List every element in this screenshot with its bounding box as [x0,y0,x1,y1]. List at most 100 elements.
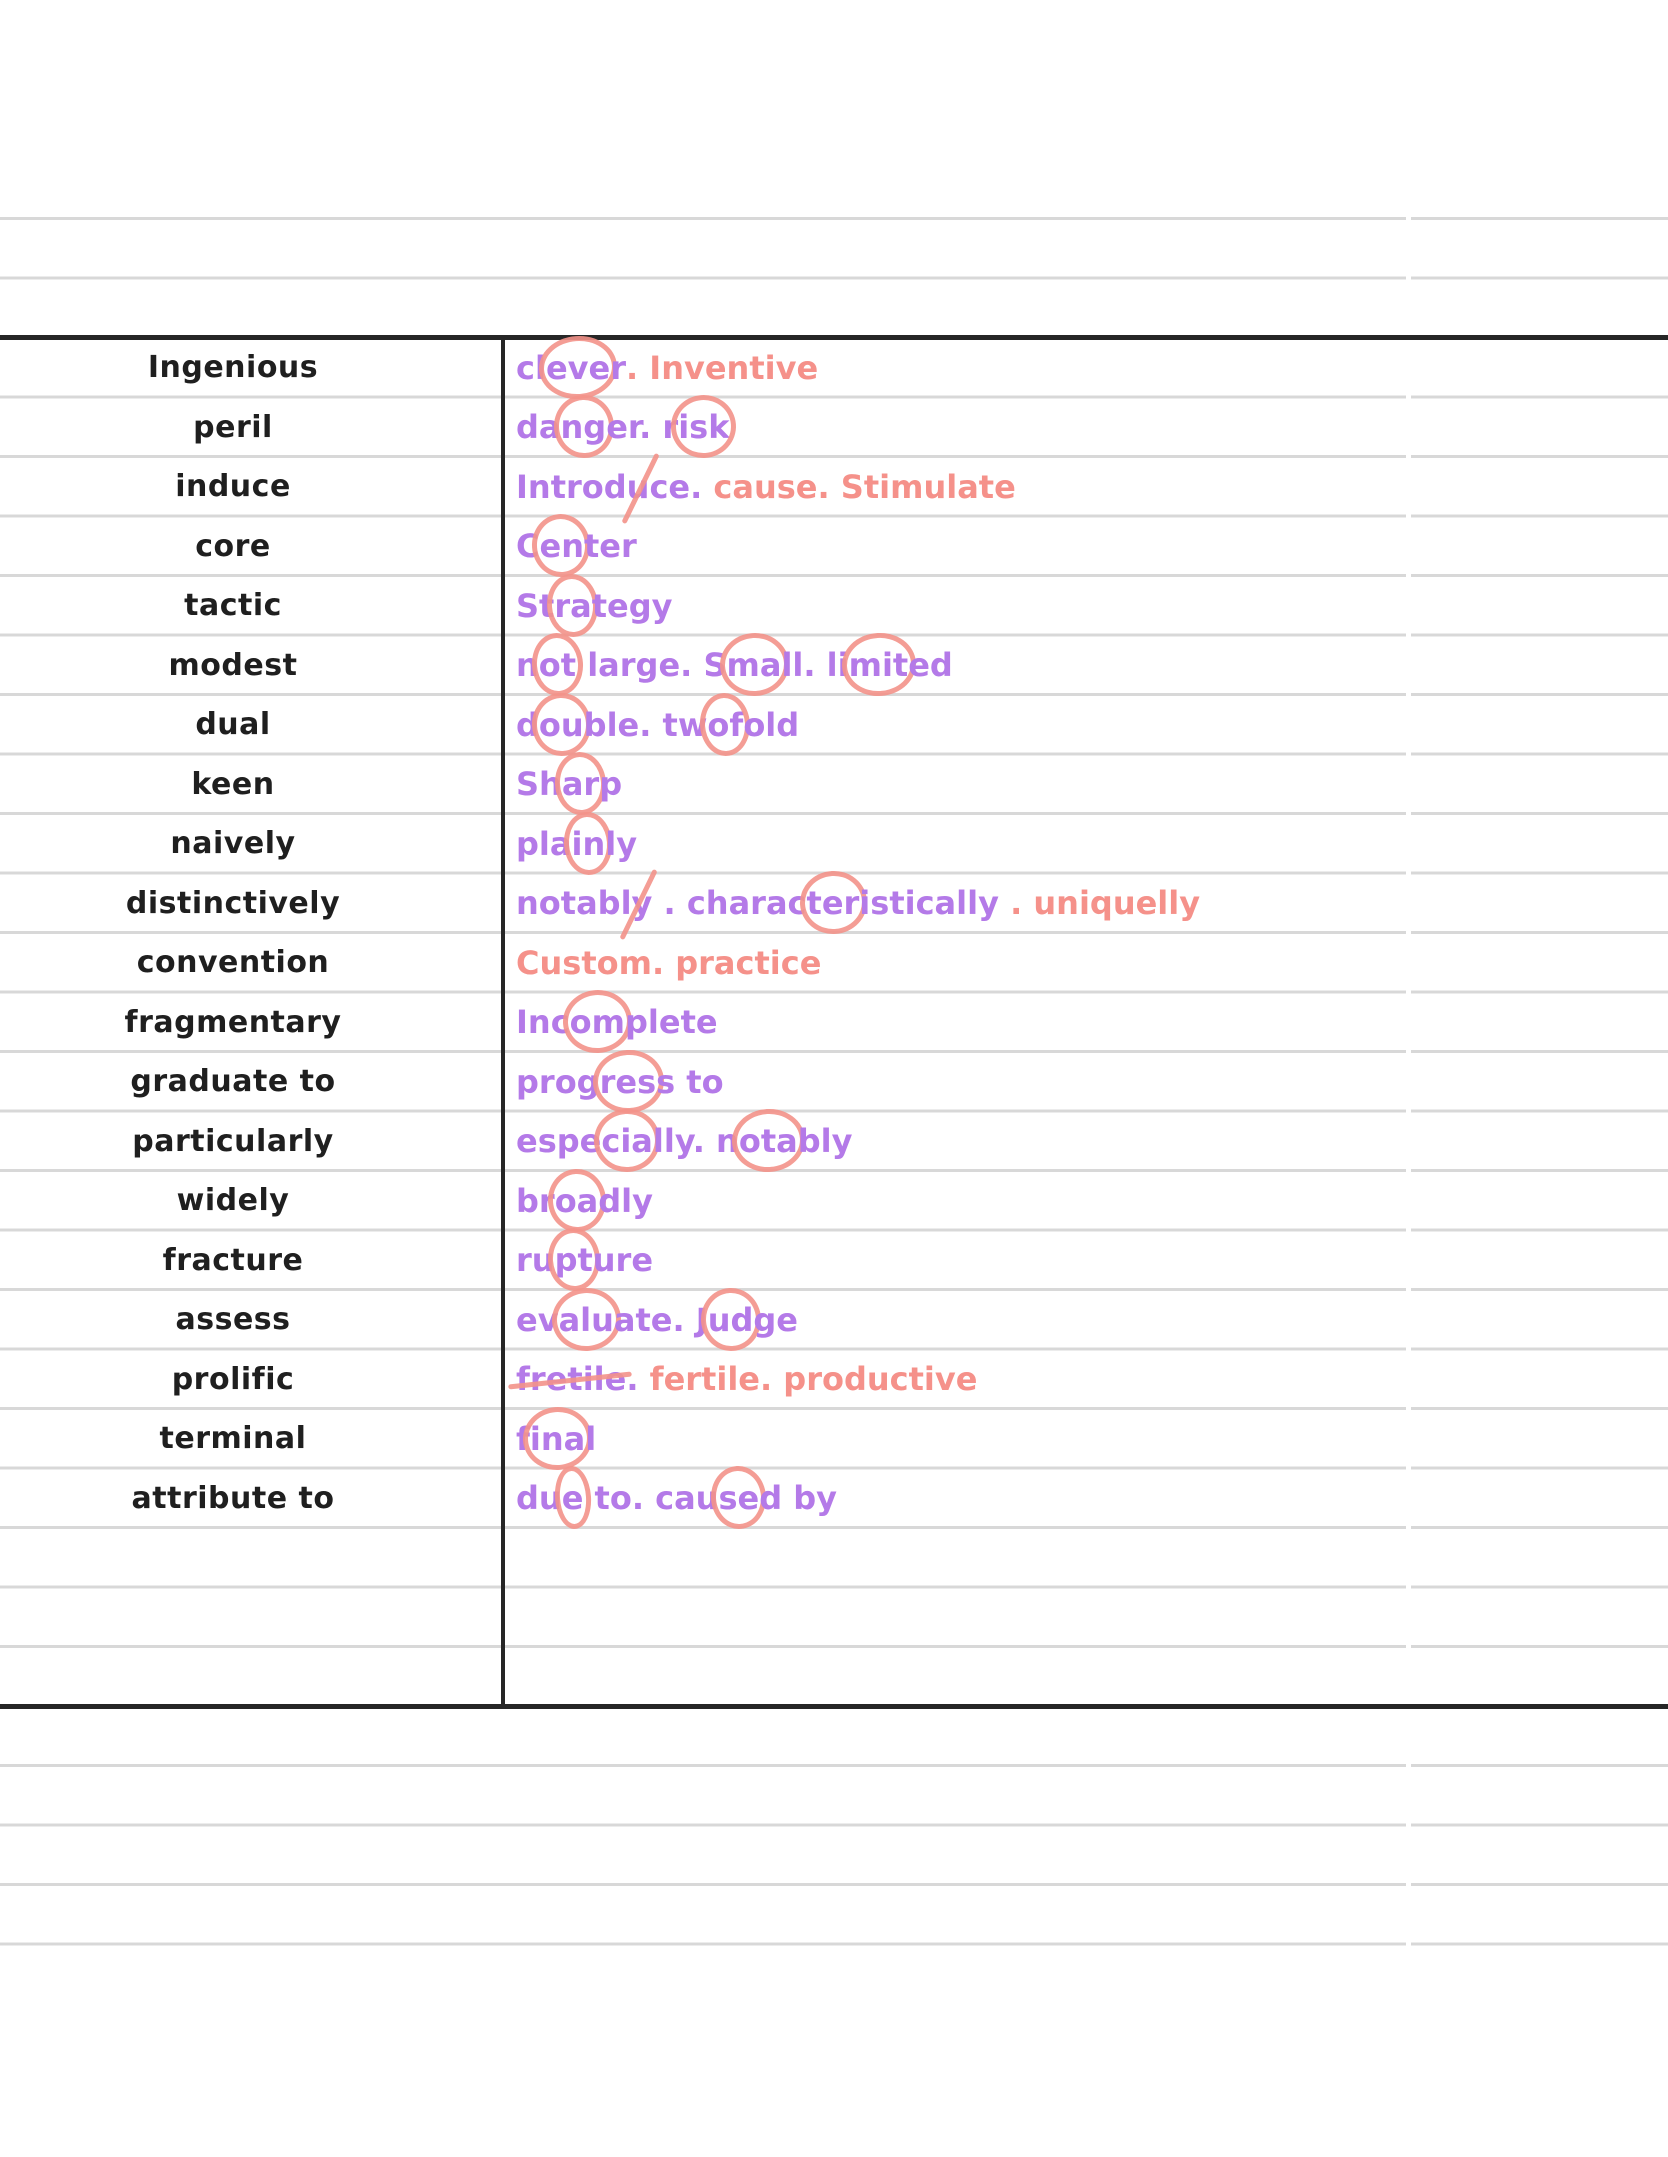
definition-segment: Inc [516,1003,570,1042]
definition-text: especially. notably [504,1122,1668,1160]
circle-annotation: ter [806,884,860,923]
circle-annotation: alu [558,1300,614,1339]
definition-segment: ev [516,1300,559,1339]
definition-text: broadly [504,1182,1668,1220]
vocab-row: fracture rupture [0,1231,1668,1291]
definition-segment: r [610,348,626,387]
definition-segment: espe [516,1122,602,1161]
definition-segment: br [516,1181,555,1220]
vocab-row: convention Custom. practice [0,933,1668,993]
page-seam [1406,217,1411,1948]
definition-text: evaluate. Judge [504,1301,1668,1339]
circle-annotation: ota [738,1122,798,1161]
definition-segment: istically [859,884,999,923]
vocab-word: peril [193,409,273,445]
vocab-row: widely broadly [0,1171,1668,1231]
definition-segment: to. cau [583,1479,719,1518]
definition-segment: ter [583,527,637,566]
vocab-word: terminal [159,1421,307,1457]
definition-text: fretile. fertile. productive [504,1360,1668,1398]
definition-segment: prog [516,1062,600,1101]
definition-text: double. twofold [504,706,1668,744]
vocab-word: attribute to [131,1480,335,1516]
table-column-divider [501,335,505,1709]
vocab-row: dual double. twofold [0,695,1668,755]
definition-segment: tegy [591,586,673,625]
circle-annotation: cia [601,1122,653,1161]
circle-annotation: ra [554,586,592,625]
definition-segment: old [743,705,800,744]
vocab-word: keen [191,766,275,802]
definition-segment: fertile. productive [649,1360,978,1399]
vocab-row: keen Sharp [0,755,1668,815]
vocab-word: naively [170,826,296,862]
vocab-row: Ingenious clever. Inventive [0,338,1668,398]
vocab-word: distinctively [125,885,341,921]
vocab-row: peril danger. risk [0,398,1668,458]
vocab-word: assess [175,1302,291,1338]
definition-segment: cl [516,348,546,387]
vocab-word: convention [136,945,330,981]
definition-segment: ll. li [781,646,849,685]
vocab-row: distinctively notably . characteristicall… [0,874,1668,934]
definition-text: plainly [504,825,1668,863]
vocab-row: assess evaluate. Judge [0,1290,1668,1350]
definition-segment: ce. [649,467,714,506]
definition-segment: ate. J [613,1300,708,1339]
definition-segment: er. r [606,408,679,447]
definition-text: notably . characteristically . uniquelly [504,884,1668,922]
circle-annotation: se [718,1479,760,1518]
circle-annotation: ou [538,705,584,744]
definition-segment: ge [753,1300,798,1339]
circle-annotation: of [707,705,744,744]
slash-annotation: u [626,467,650,506]
definition-text: progress to [504,1063,1668,1101]
definition-segment: plete [624,1003,718,1042]
definition-text: rupture [504,1241,1668,1279]
definition-segment: da [516,408,561,447]
vocab-word: prolific [171,1361,295,1397]
definition-text: Custom. practice [504,944,1668,982]
definition-text: clever. Inventive [504,349,1668,387]
vocab-row: tactic Strategy [0,576,1668,636]
definition-text: Center [504,527,1668,565]
vocab-word: induce [175,469,291,505]
vocab-row: modest not large. Small. limited [0,636,1668,696]
definition-segment: ure [592,1241,654,1280]
definition-segment: Sh [516,765,562,804]
definition-segment: n [516,646,539,685]
vocab-word: dual [195,707,271,743]
definition-segment: lly. n [652,1122,739,1161]
circle-annotation: ina [529,1419,586,1458]
definition-text: Strategy [504,587,1668,625]
definition-segment: p [599,765,623,804]
definition-segment: . [626,1360,650,1399]
definition-segment: ru [516,1241,555,1280]
definition-text: final [504,1420,1668,1458]
vocab-word: Ingenious [147,350,319,386]
vocab-row: naively plainly [0,814,1668,874]
vocab-word: tactic [184,588,282,624]
definition-segment: C [516,527,540,566]
definition-segment: . uniquelly [998,884,1201,923]
circle-annotation: res [599,1062,657,1101]
vocab-word: graduate to [130,1064,336,1100]
definition-segment: f [516,1419,530,1458]
definition-segment: . Inventive [625,348,819,387]
slash-annotation: ly [620,884,653,923]
definition-segment: dly [598,1181,653,1220]
circle-annotation: eve [545,348,611,387]
ruled-lines [0,217,1668,1948]
circle-annotation: ng [560,408,607,447]
definition-segment: St [516,586,555,625]
circle-annotation: mit [848,646,909,685]
definition-text: not large. Small. limited [504,646,1668,684]
vocab-word: particularly [132,1123,334,1159]
definition-text: Introduce. cause. Stimulate [504,468,1668,506]
definition-segment: cause. Stimulate [713,467,1016,506]
definition-text: Incomplete [504,1003,1668,1041]
table-bottom-border [0,1704,1668,1709]
definition-segment: d by [759,1479,838,1518]
definition-segment: Custom. practice [516,943,822,982]
